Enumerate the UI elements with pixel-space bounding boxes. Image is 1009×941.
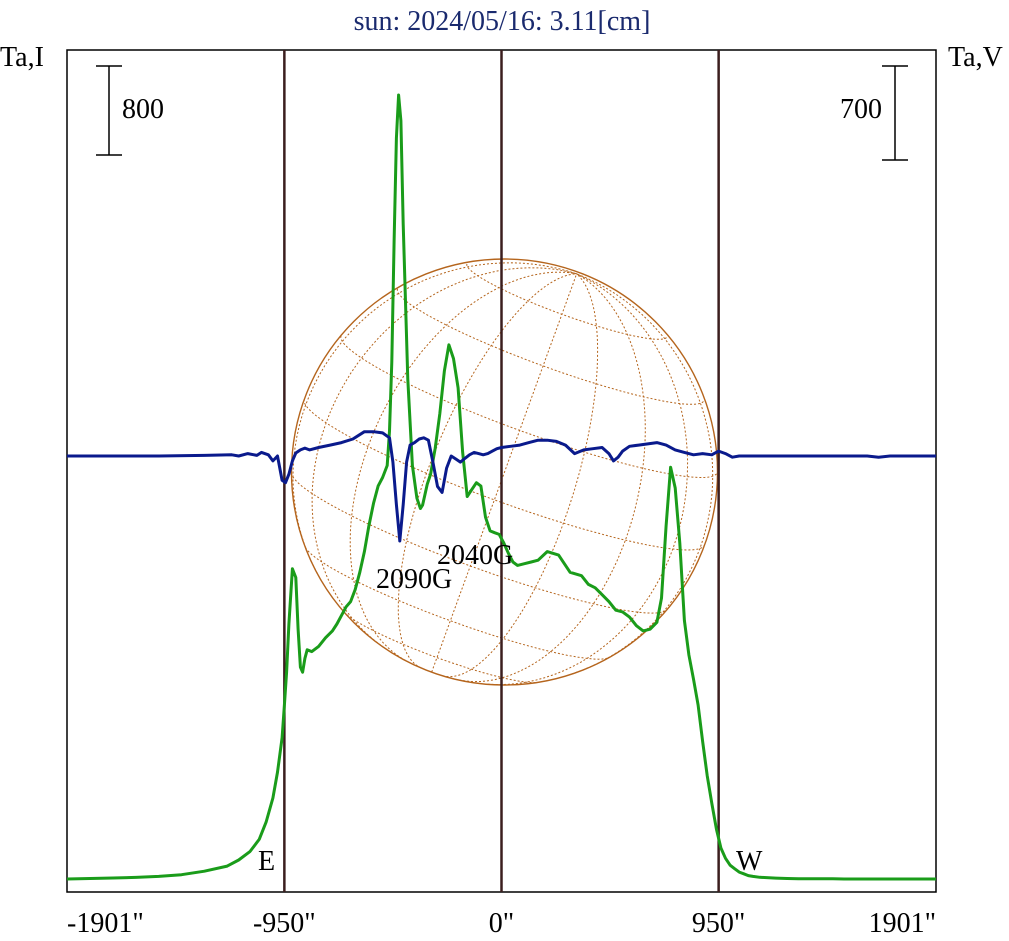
west-limb-label: W (736, 846, 763, 877)
right-axis-label: Ta,V (948, 42, 1003, 73)
sun-longitude-line (442, 273, 599, 678)
right-scale-label: 700 (840, 94, 882, 125)
x-tick-label: -1901" (67, 908, 144, 939)
series-layer (66, 93, 936, 881)
sun-latitude-line (466, 263, 668, 340)
left-axis-label: Ta,I (0, 42, 44, 73)
x-tick-label: 950" (692, 908, 745, 939)
sun-latitude-line (303, 399, 706, 551)
x-tick-label: -950" (253, 908, 316, 939)
left-scale-label: 800 (122, 94, 164, 125)
x-tick-label: 1901" (869, 908, 936, 939)
chart-title: sun: 2024/05/16: 3.11[cm] (354, 6, 651, 37)
vertical-marker-lines (283, 50, 720, 892)
sun-longitude-line (292, 262, 577, 585)
series-line-v (67, 430, 936, 543)
sun-latitude-line (340, 335, 718, 479)
sun-latitude-line (343, 611, 538, 684)
sun-longitude-line (571, 273, 714, 675)
x-tick-label: 0" (489, 908, 514, 939)
sun-latitude-line (305, 547, 609, 660)
sun-longitude-line (459, 273, 646, 683)
sun-longitude-line (397, 273, 577, 669)
sun-disk-grid (290, 258, 719, 686)
right-scale-bar: 700 (840, 65, 908, 161)
sun-longitude-line (431, 273, 578, 673)
left-scale-bar: 800 (96, 65, 164, 156)
east-limb-label: E (258, 846, 275, 877)
x-tick-labels: -1901" -950" 0" 950" 1901" (67, 908, 936, 939)
sun-longitude-line (349, 271, 577, 662)
annotation-2090g: 2090G (376, 564, 452, 595)
annotation-2040g: 2040G (437, 540, 513, 571)
series-line-i (66, 93, 936, 881)
